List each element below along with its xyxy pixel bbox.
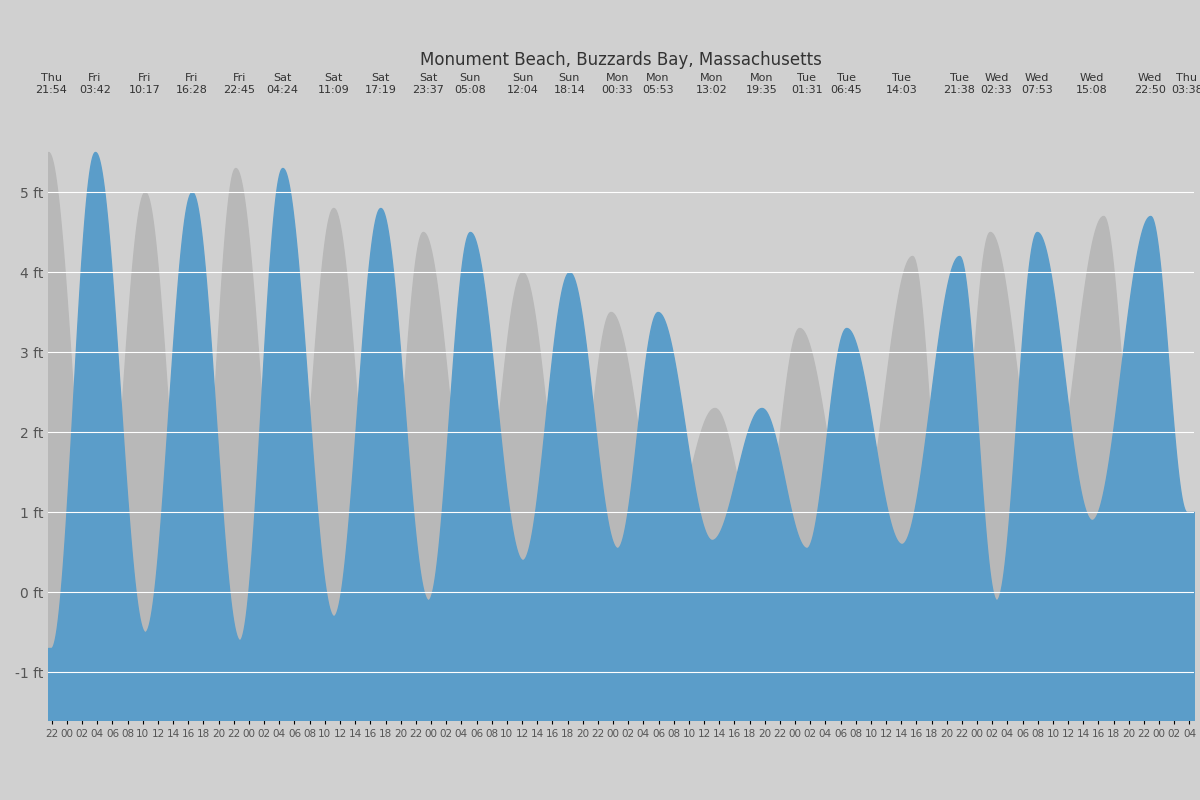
Title: Monument Beach, Buzzards Bay, Massachusetts: Monument Beach, Buzzards Bay, Massachuse… bbox=[420, 50, 822, 69]
